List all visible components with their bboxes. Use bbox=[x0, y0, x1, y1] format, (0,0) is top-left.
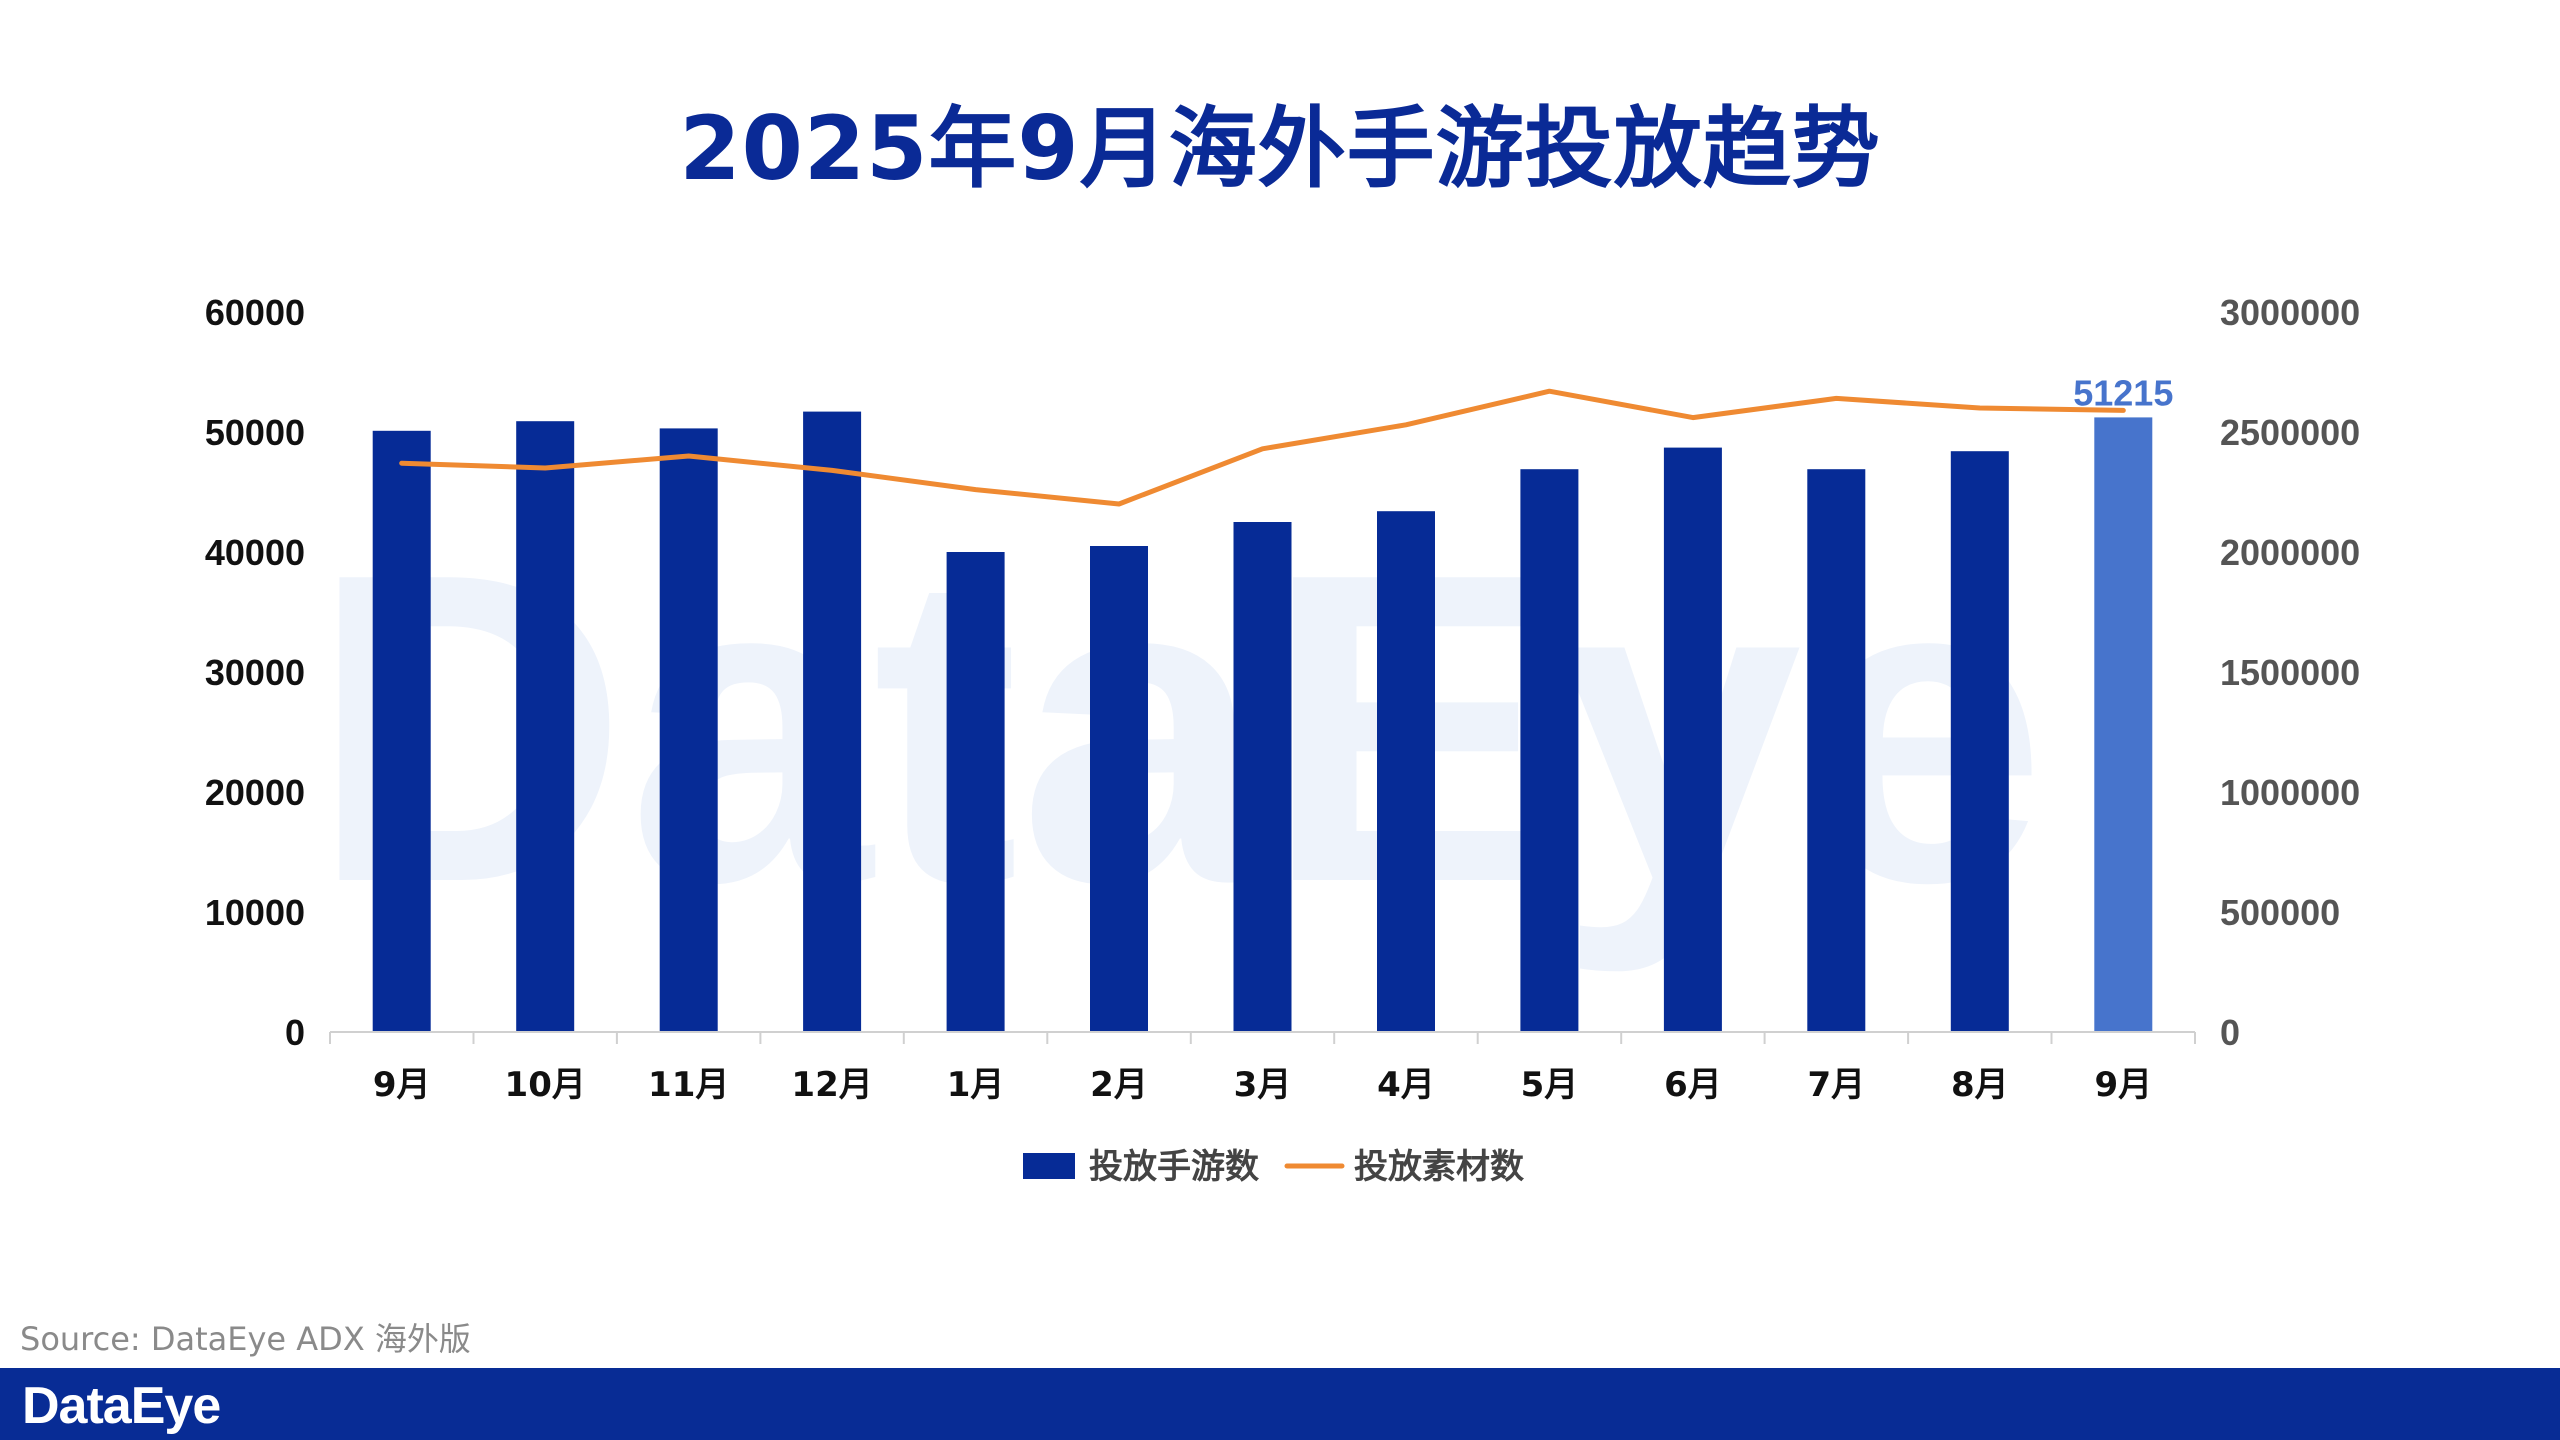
legend-swatch-games bbox=[1023, 1153, 1075, 1179]
bar-7 bbox=[1377, 511, 1435, 1032]
left-y-tick-label-5: 50000 bbox=[205, 412, 305, 453]
right-y-tick-label-4: 2000000 bbox=[2220, 532, 2360, 573]
x-tick-label-5: 2月 bbox=[1090, 1065, 1148, 1105]
right-y-tick-label-5: 2500000 bbox=[2220, 412, 2360, 453]
bar-11 bbox=[1950, 451, 2009, 1032]
material-count-line bbox=[399, 388, 2126, 507]
left-y-tick-label-1: 10000 bbox=[205, 892, 305, 933]
bar-3 bbox=[803, 411, 862, 1033]
dataeye-logo: DataEye bbox=[22, 1377, 221, 1435]
right-y-tick-label-0: 0 bbox=[2220, 1012, 2240, 1053]
x-tick-label-8: 5月 bbox=[1521, 1065, 1579, 1105]
bar-5 bbox=[1090, 546, 1148, 1032]
x-tick-label-11: 8月 bbox=[1951, 1065, 2009, 1105]
right-y-tick-label-2: 1000000 bbox=[2220, 772, 2360, 813]
bar-8 bbox=[1520, 469, 1579, 1032]
x-tick-label-9: 6月 bbox=[1664, 1065, 1722, 1105]
right-y-tick-label-6: 3000000 bbox=[2220, 292, 2360, 333]
left-y-tick-label-6: 60000 bbox=[205, 292, 305, 333]
x-tick-label-3: 12月 bbox=[791, 1065, 872, 1105]
bar-12 bbox=[2094, 417, 2153, 1032]
legend-label-games: 投放手游数 bbox=[1089, 1147, 1259, 1187]
right-y-tick-label-3: 1500000 bbox=[2220, 652, 2360, 693]
chart-title: 2025年9月海外手游投放趋势 bbox=[679, 97, 1881, 200]
bar-6 bbox=[1233, 522, 1292, 1032]
x-tick-label-1: 10月 bbox=[505, 1065, 586, 1105]
source-note: Source: DataEye ADX 海外版 bbox=[20, 1320, 471, 1358]
bar-4 bbox=[946, 552, 1005, 1032]
data-label-0: 51215 bbox=[2073, 372, 2173, 413]
x-tick-label-7: 4月 bbox=[1377, 1065, 1435, 1105]
x-tick-label-6: 3月 bbox=[1234, 1065, 1292, 1105]
right-y-tick-label-1: 500000 bbox=[2220, 892, 2340, 933]
left-y-tick-label-3: 30000 bbox=[205, 652, 305, 693]
left-y-tick-label-2: 20000 bbox=[205, 772, 305, 813]
legend-label-materials: 投放素材数 bbox=[1354, 1147, 1524, 1187]
watermark: DataEye bbox=[310, 483, 2047, 976]
left-y-tick-label-4: 40000 bbox=[205, 532, 305, 573]
bar-10 bbox=[1807, 469, 1866, 1032]
x-tick-label-4: 1月 bbox=[947, 1065, 1005, 1105]
footer-bar: DataEye bbox=[0, 1368, 2560, 1440]
bar-1 bbox=[516, 421, 575, 1032]
left-y-tick-label-0: 0 bbox=[285, 1012, 305, 1053]
x-tick-label-10: 7月 bbox=[1807, 1065, 1865, 1105]
x-tick-label-0: 9月 bbox=[373, 1065, 431, 1105]
bar-2 bbox=[659, 428, 718, 1032]
bar-9 bbox=[1663, 447, 1722, 1033]
x-tick-label-2: 11月 bbox=[648, 1065, 729, 1105]
x-tick-label-12: 9月 bbox=[2094, 1065, 2152, 1105]
bar-0 bbox=[372, 430, 431, 1032]
